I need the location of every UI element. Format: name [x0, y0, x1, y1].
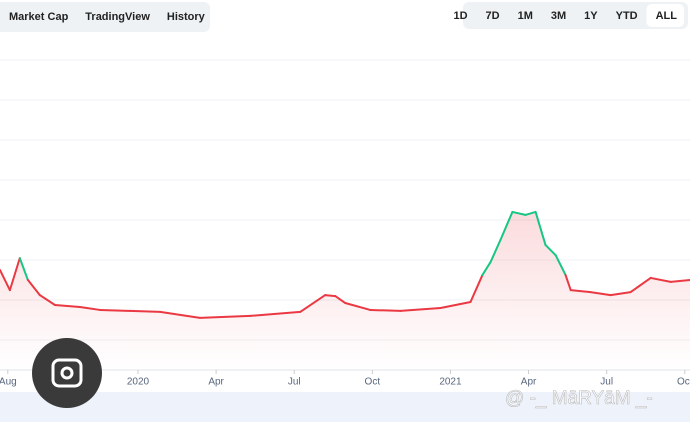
- price-segment: [564, 273, 572, 292]
- price-segment: [369, 308, 402, 312]
- x-tick-label: Jul: [288, 377, 301, 388]
- watermark: @ -_ MāRYāM _-: [505, 388, 653, 409]
- price-segment: [0, 269, 11, 292]
- price-segment: [249, 310, 302, 317]
- price-segment: [159, 310, 201, 319]
- price-segment: [524, 210, 537, 216]
- grid: [0, 59, 690, 341]
- range-button[interactable]: ALL: [656, 10, 678, 22]
- x-tick-label: Oct: [677, 377, 690, 388]
- price-segment: [98, 308, 131, 312]
- range-button[interactable]: 1M: [518, 10, 533, 22]
- x-tick-label: 2020: [127, 377, 150, 388]
- range-button[interactable]: 3M: [551, 10, 566, 22]
- lens-icon: [51, 358, 83, 388]
- price-segment: [299, 294, 327, 313]
- area: [0, 211, 690, 370]
- range-button[interactable]: YTD: [616, 10, 638, 22]
- price-segment: [649, 276, 672, 283]
- price-segment: [481, 261, 492, 276]
- range-button[interactable]: 7D: [486, 10, 500, 22]
- price-segment: [8, 257, 21, 292]
- tab[interactable]: TradingView: [85, 11, 150, 23]
- price-segment: [128, 309, 162, 313]
- price-segment: [534, 210, 547, 246]
- price-segment: [26, 278, 41, 297]
- price-segment: [78, 305, 101, 311]
- lens-icon-dot: [60, 366, 74, 380]
- price-segment: [499, 210, 514, 241]
- x-tick-label: 2021: [439, 377, 462, 388]
- navigator: [0, 392, 690, 422]
- price-segment: [629, 276, 652, 294]
- price-segment: [38, 294, 56, 306]
- price-segment: [324, 294, 337, 298]
- price-segment: [53, 303, 81, 308]
- price-segment: [198, 314, 252, 319]
- price-segment: [544, 243, 557, 257]
- range-active: [646, 4, 684, 27]
- price-segment: [569, 289, 592, 294]
- tab[interactable]: Market Cap: [9, 11, 69, 23]
- price-segment: [554, 254, 567, 276]
- range-bar: [463, 2, 688, 29]
- price-segment: [669, 278, 690, 283]
- price-segment: [439, 301, 472, 309]
- range-button[interactable]: 1Y: [584, 10, 598, 22]
- price-segment: [489, 238, 502, 264]
- x-tick-label: Aug: [0, 377, 17, 388]
- price-segment: [344, 302, 372, 311]
- price-segment: [334, 295, 347, 305]
- price-segment: [399, 306, 442, 312]
- price-segment: [589, 291, 612, 297]
- price-segment: [18, 257, 29, 281]
- price-segment: [469, 273, 484, 304]
- lens-button[interactable]: [32, 338, 102, 408]
- tab-bar: [0, 2, 210, 32]
- x-tick-label: Apr: [521, 377, 537, 388]
- tab[interactable]: History: [167, 11, 206, 23]
- x-tick-label: Oct: [365, 377, 381, 388]
- price-segment: [609, 291, 632, 297]
- x-tick-label: Jul: [600, 377, 613, 388]
- range-button[interactable]: 1D: [453, 10, 467, 22]
- price-segment: [511, 210, 527, 216]
- x-tick-label: Apr: [208, 377, 224, 388]
